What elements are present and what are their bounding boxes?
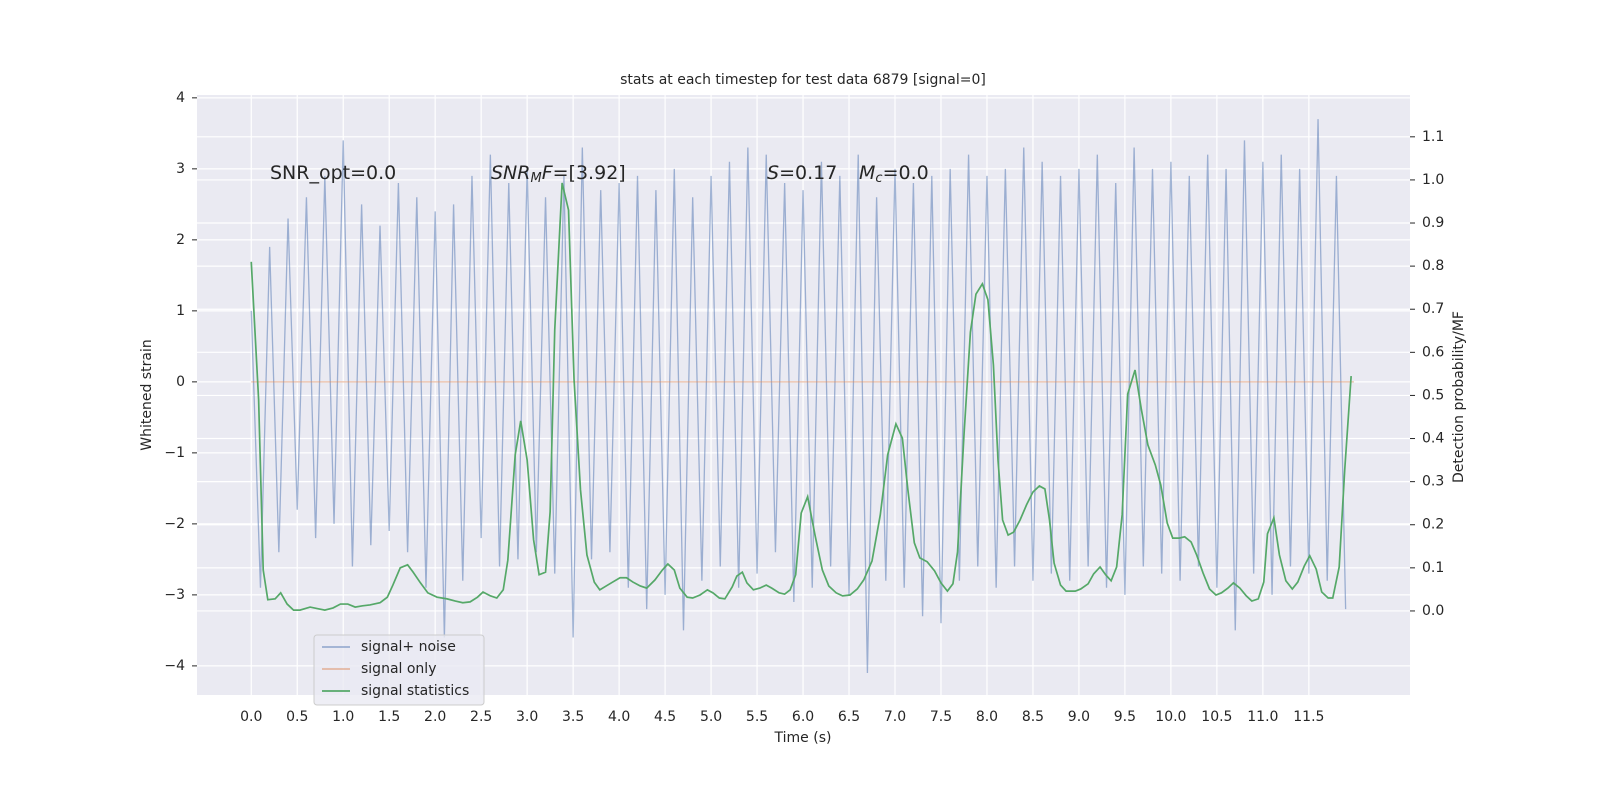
x-tick-label: 8.5 — [1022, 709, 1044, 725]
y-tick-label: 3 — [176, 161, 185, 177]
y2-tick-label: 1.0 — [1422, 172, 1444, 188]
x-tick-label: 9.0 — [1068, 709, 1090, 725]
x-tick-label: 10.5 — [1201, 709, 1232, 725]
x-tick-label: 7.0 — [884, 709, 906, 725]
annotation-part: SNR — [491, 162, 530, 184]
x-tick-label: 3.0 — [516, 709, 538, 725]
annotation: SNRMF=[3.92] — [491, 162, 626, 186]
y2-tick-label: 0.0 — [1422, 603, 1444, 619]
y-tick-label: 0 — [176, 374, 185, 390]
y-tick-label: −2 — [164, 516, 185, 532]
series-line — [250, 119, 1347, 674]
y2-tick-label: 0.3 — [1422, 474, 1444, 490]
legend: signal+ noise signal only signal statistic… — [313, 634, 485, 706]
x-tick-label: 11.5 — [1293, 709, 1324, 725]
legend-label: signal only — [361, 661, 436, 677]
annotation-part: F — [542, 162, 554, 184]
series-line — [250, 182, 1352, 611]
marks — [250, 119, 1354, 674]
x-tick-label: 0.0 — [240, 709, 262, 725]
annotation-part: c — [875, 171, 882, 186]
x-tick-label: 6.5 — [838, 709, 860, 725]
legend-box — [313, 634, 485, 706]
y2-tick-label: 0.1 — [1422, 560, 1444, 576]
x-tick-label: 1.5 — [378, 709, 400, 725]
y2-tick-label: 0.6 — [1422, 344, 1444, 360]
x-tick-label: 5.5 — [746, 709, 768, 725]
annotation-part: M — [859, 162, 875, 184]
x-tick-label: 7.5 — [930, 709, 952, 725]
x-tick-label: 3.5 — [562, 709, 584, 725]
y-tick-label: −3 — [164, 587, 185, 603]
annotation-part: =0.17 — [779, 162, 837, 184]
annotation: S=0.17 — [767, 162, 837, 184]
y2-axis-label: Detection probability/MF — [1451, 311, 1467, 483]
y2-tick-label: 0.7 — [1422, 301, 1444, 317]
y2-tick-label: 0.5 — [1422, 387, 1444, 403]
x-tick-label: 9.5 — [1114, 709, 1136, 725]
annotation-part: M — [530, 171, 541, 186]
x-tick-label: 8.0 — [976, 709, 998, 725]
axes: 0.0 0.5 1.0 1.5 2.0 2.5 3.0 3.5 4.0 4.5 5.0 5.5 6.0 6… — [164, 90, 1444, 725]
x-tick-label: 1.0 — [332, 709, 354, 725]
x-tick-label: 2.0 — [424, 709, 446, 725]
chart-title: stats at each timestep for test data 687… — [620, 72, 986, 88]
y-axis-label: Whitened strain — [139, 339, 155, 450]
x-tick-label: 4.0 — [608, 709, 630, 725]
annotation-part: SNR_opt=0.0 — [270, 162, 396, 184]
y2-tick-label: 0.8 — [1422, 258, 1444, 274]
y2-tick-label: 1.1 — [1422, 129, 1444, 145]
legend-label: signal+ noise — [361, 639, 456, 655]
annotation-part: S — [767, 162, 779, 184]
x-tick-label: 0.5 — [286, 709, 308, 725]
y-tick-label: −1 — [164, 445, 185, 461]
x-tick-label: 2.5 — [470, 709, 492, 725]
y-tick-label: 1 — [176, 303, 185, 319]
annotation-part: =0.0 — [883, 162, 929, 184]
x-axis-label: Time (s) — [774, 730, 832, 746]
x-tick-label: 5.0 — [700, 709, 722, 725]
legend-label: signal statistics — [361, 683, 469, 699]
y-tick-label: 2 — [176, 232, 185, 248]
y-tick-label: −4 — [164, 658, 185, 674]
annotation: SNR_opt=0.0 — [270, 162, 396, 184]
x-tick-label: 11.0 — [1247, 709, 1278, 725]
y2-tick-label: 0.4 — [1422, 431, 1444, 447]
y2-tick-label: 0.9 — [1422, 215, 1444, 231]
annotation-part: =[3.92] — [553, 162, 626, 184]
x-tick-label: 4.5 — [654, 709, 676, 725]
y-tick-label: 4 — [176, 90, 185, 106]
x-tick-label: 10.0 — [1155, 709, 1186, 725]
x-tick-label: 6.0 — [792, 709, 814, 725]
annotation: Mc=0.0 — [859, 162, 929, 186]
y2-tick-label: 0.2 — [1422, 517, 1444, 533]
